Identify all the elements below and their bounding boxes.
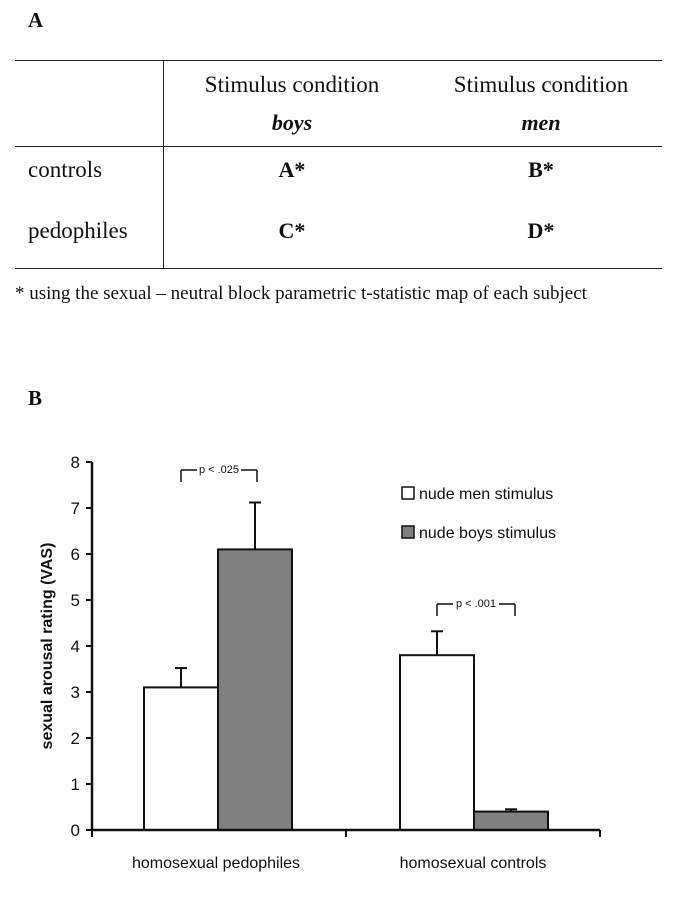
category-label: homosexual controls bbox=[400, 855, 547, 872]
cell-controls-men: B* bbox=[528, 157, 554, 182]
cell-controls-boys: A* bbox=[278, 157, 306, 182]
header-col2-line1: Stimulus condition bbox=[453, 72, 629, 97]
table-top-rule bbox=[15, 60, 662, 61]
header-col2-line2: men bbox=[521, 110, 561, 135]
y-tick-label: 5 bbox=[71, 591, 80, 610]
bar-chart: sexual arousal rating (VAS) 0 1 2 3 4 5 6 7 8 ho… bbox=[39, 453, 601, 872]
category-label: homosexual pedophiles bbox=[132, 855, 300, 872]
significance-label: p < .025 bbox=[199, 464, 239, 476]
bar-men-1 bbox=[399, 654, 475, 832]
header-col1-line1: Stimulus condition bbox=[204, 72, 380, 97]
panel-a-label: A bbox=[28, 8, 44, 32]
legend-swatch bbox=[401, 525, 415, 539]
cell-pedophiles-boys: C* bbox=[278, 218, 306, 243]
y-tick-label: 7 bbox=[71, 499, 80, 518]
y-tick-label: 0 bbox=[71, 821, 80, 840]
significance-label: p < .001 bbox=[456, 598, 496, 610]
y-tick-label: 4 bbox=[71, 637, 80, 656]
legend-swatch bbox=[401, 486, 415, 500]
y-tick-label: 1 bbox=[71, 775, 80, 794]
table-column-divider bbox=[163, 60, 164, 268]
cell-pedophiles-men: D* bbox=[527, 218, 555, 243]
y-axis-label: sexual arousal rating (VAS) bbox=[39, 543, 56, 750]
y-tick-label: 2 bbox=[71, 729, 80, 748]
row-label-pedophiles: pedophiles bbox=[28, 218, 128, 243]
table-footnote: * using the sexual – neutral block param… bbox=[15, 283, 587, 304]
y-tick-label: 8 bbox=[71, 453, 80, 472]
bar-boys-1 bbox=[473, 810, 549, 831]
y-tick-label: 3 bbox=[71, 683, 80, 702]
row-label-controls: controls bbox=[28, 157, 103, 182]
y-tick-label: 6 bbox=[71, 545, 80, 564]
bar-boys-0 bbox=[217, 548, 293, 832]
table-header-rule bbox=[15, 146, 662, 147]
header-col1-line2: boys bbox=[271, 110, 313, 135]
bar-men-0 bbox=[143, 686, 219, 832]
legend-label: nude boys stimulus bbox=[419, 525, 556, 542]
legend-label: nude men stimulus bbox=[419, 486, 553, 503]
table-bottom-rule bbox=[15, 268, 662, 269]
panel-b-label: B bbox=[28, 386, 43, 410]
